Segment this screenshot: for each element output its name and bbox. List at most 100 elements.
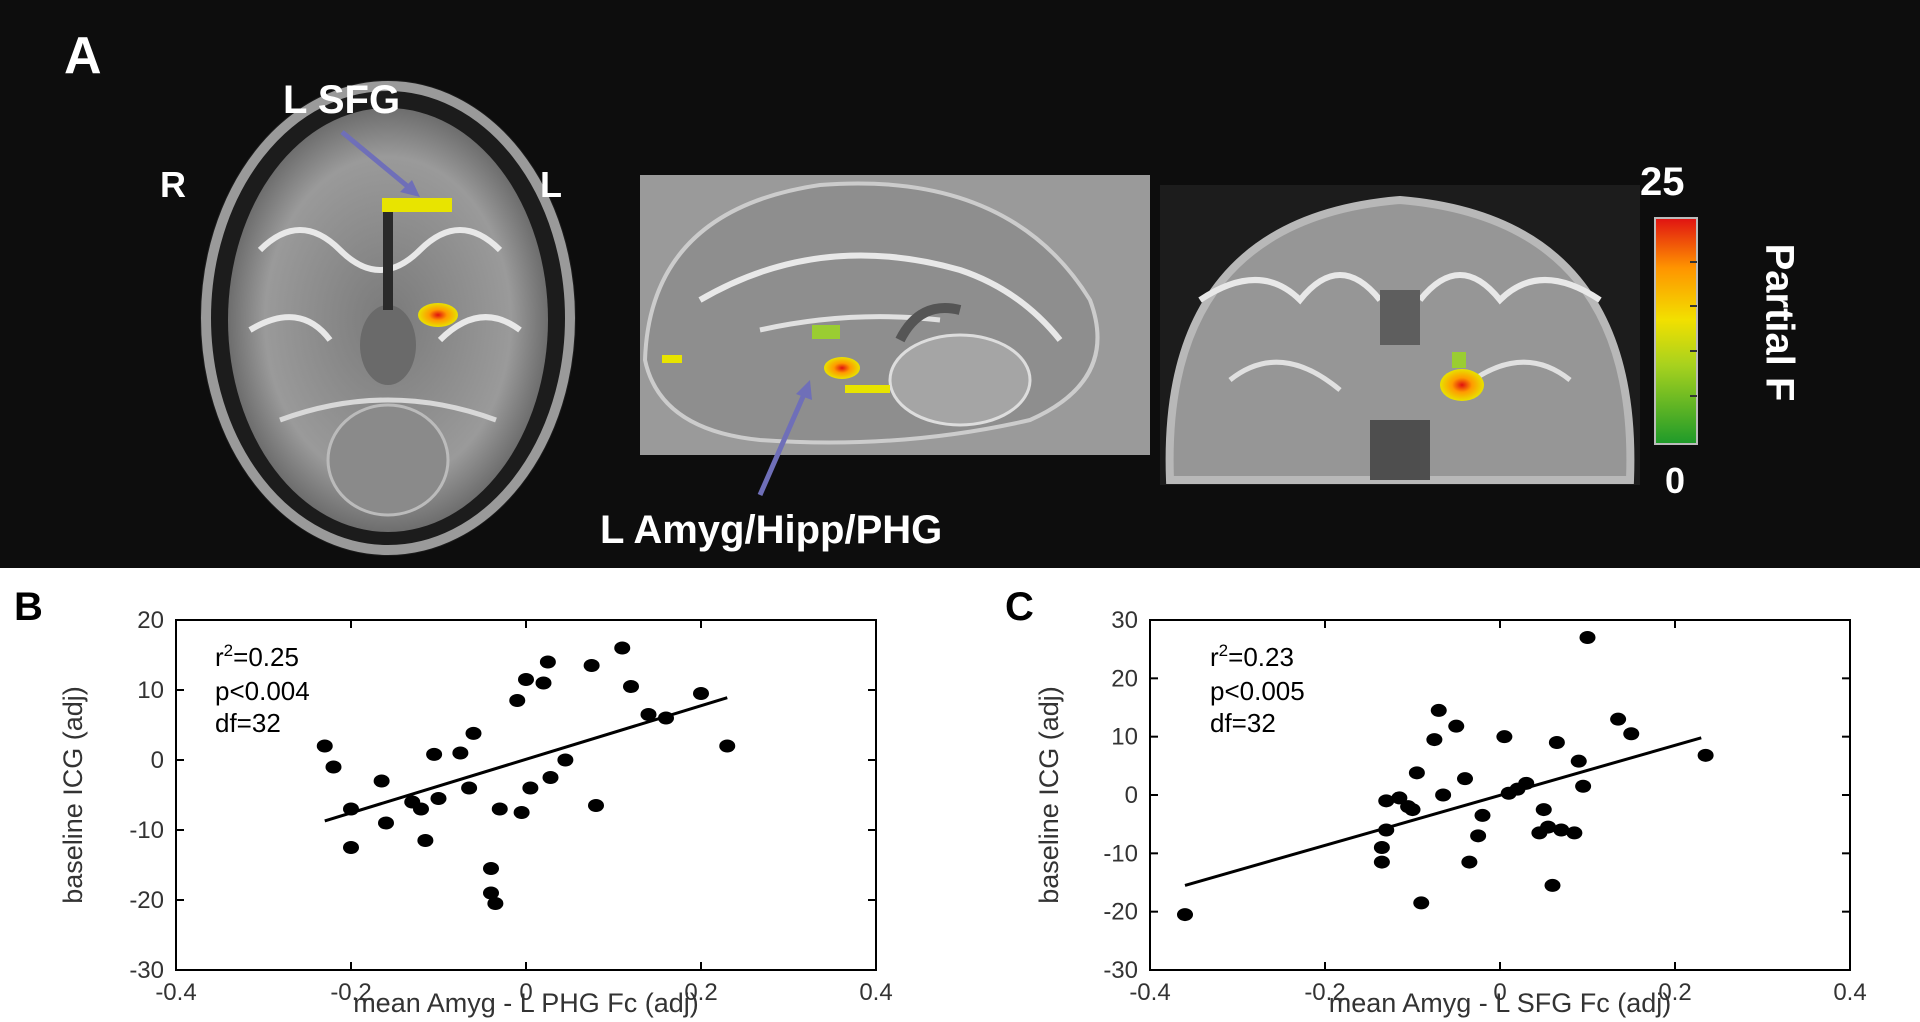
brain-slices [200,80,1698,556]
data-point [1461,855,1478,869]
data-point [557,753,574,767]
y-tick-label: -30 [129,957,164,984]
x-tick-label: 0.2 [1658,979,1691,1006]
data-point [658,711,674,725]
colorbar-title: Partial F [1757,243,1802,402]
colorbar [1654,217,1698,445]
scatter-chart-c: C -0.4 -0.2 0 0.2 0.4 30 20 10 0 -10 -20 -30 r2=0.… [960,570,1920,1022]
data-point [1435,788,1452,802]
data-point [1413,896,1430,910]
df-stat: df=32 [215,708,281,738]
x-tick-label: 0 [1493,979,1506,1006]
x-tick-label: 0.4 [859,979,892,1006]
data-point [542,771,559,784]
data-point [316,739,333,753]
chart-c-points [1177,631,1714,922]
chart-c-svg: C -0.4 -0.2 0 0.2 0.4 30 20 10 0 -10 -20 -30 r2=0.… [1005,585,1867,1018]
data-point [1474,808,1491,822]
data-point [1404,803,1421,817]
r2-stat: r2=0.25 [215,641,299,672]
x-tick-label: -0.4 [155,979,196,1006]
data-point [1378,794,1395,808]
data-point [417,834,434,847]
data-point [1575,779,1592,793]
data-point [430,792,447,805]
p-value-stat: p<0.005 [1210,676,1305,706]
df-stat: df=32 [1210,708,1276,738]
chart-c-ticks [1149,619,1851,971]
r2-stat: r2=0.23 [1210,641,1294,672]
y-axis-label: baseline ICG (adj) [58,686,88,904]
chart-b-frame [175,619,877,971]
y-tick-label: 0 [1125,782,1138,809]
data-point [1430,703,1447,717]
scatter-chart-b: B -0.4 -0.2 0 0.2 0.4 20 10 0 -10 -20 -30 r2=0.25… [0,570,960,1022]
data-point [522,781,539,795]
data-point [1391,791,1408,805]
orientation-left-label: L [540,164,562,205]
p-value-stat: p<0.004 [215,676,310,706]
data-point [640,708,657,721]
y-tick-label: -20 [1103,899,1138,926]
sagittal-slice [640,175,1150,455]
region-label-sfg: L SFG [283,78,401,122]
data-point [1548,736,1565,749]
data-point [465,726,482,740]
y-tick-label: 20 [137,607,164,634]
data-point [1373,841,1390,854]
data-point [491,802,508,816]
sfg-arrow [340,130,414,192]
data-point [373,774,390,788]
data-point [452,746,469,760]
data-point [325,760,342,774]
data-point [413,802,429,816]
data-point [1373,855,1390,869]
y-tick-label: -10 [1103,840,1138,867]
x-tick-label: -0.2 [1304,979,1345,1006]
x-tick-label: -0.2 [330,979,371,1006]
regression-line [1184,736,1702,887]
y-tick-label: 30 [1111,607,1138,634]
data-point [1610,712,1627,726]
data-point [719,739,736,753]
data-point [693,687,709,700]
data-point [1697,748,1714,762]
brain-map-panel: A R L L SFG L Amyg/Hipp/PHG 25 0 Partial… [0,0,1920,568]
y-tick-label: 0 [151,747,164,774]
colorbar-max-label: 25 [1640,160,1685,204]
data-point [513,806,530,819]
data-point [1566,826,1583,840]
data-point [1378,823,1395,837]
data-point [588,799,604,812]
x-tick-label: 0 [519,979,532,1006]
axial-slice [200,80,576,556]
x-axis-label: mean Amyg - L SFG Fc (adj) [1329,988,1672,1018]
orientation-right-label: R [160,164,186,205]
y-tick-label: -10 [129,817,164,844]
data-point [1535,803,1552,817]
data-point [483,862,499,875]
data-point [1553,823,1570,837]
y-tick-label: 10 [1111,724,1138,751]
x-tick-label: 0.4 [1833,979,1866,1006]
amygdala-arrow [757,390,808,497]
data-point [1540,820,1557,834]
data-point [614,641,631,655]
y-tick-label: -30 [1103,957,1138,984]
chart-b-svg: B -0.4 -0.2 0 0.2 0.4 20 10 0 -10 -20 -30 r2=0.25… [14,585,893,1018]
data-point [1544,878,1561,892]
data-point [623,680,639,693]
coronal-slice [1160,185,1640,485]
panel-label-c: C [1005,585,1034,629]
data-point [539,655,556,669]
data-point [535,676,552,690]
sfg-activation [382,198,452,212]
data-point [343,841,359,854]
x-axis-label: mean Amyg - L PHG Fc (adj) [353,988,699,1018]
x-tick-label: -0.4 [1129,979,1170,1006]
amygdala-activation-coronal [1440,369,1484,401]
region-label-amygdala: L Amyg/Hipp/PHG [600,508,943,552]
data-point [1408,766,1425,780]
data-point [1623,727,1640,741]
data-point [426,747,443,761]
